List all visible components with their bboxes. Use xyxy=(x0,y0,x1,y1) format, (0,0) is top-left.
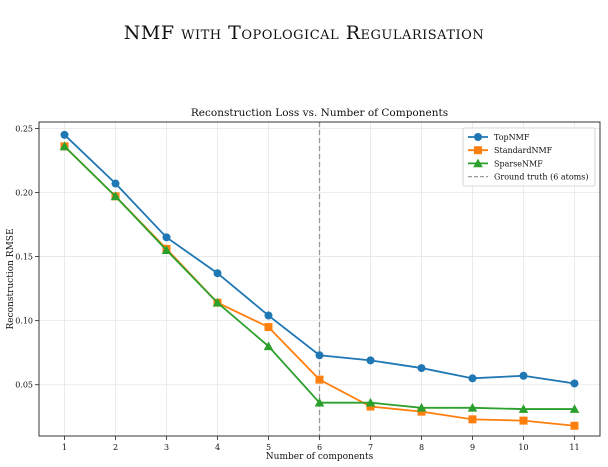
x-tick-label: 7 xyxy=(368,443,373,452)
data-point-topnmf xyxy=(468,374,477,383)
data-point-topnmf xyxy=(519,371,528,380)
y-tick-label: 0.20 xyxy=(15,188,33,197)
data-point-sparsenmf xyxy=(161,245,172,255)
legend-marker xyxy=(474,133,482,141)
x-tick-label: 5 xyxy=(266,443,271,452)
x-tick-label: 2 xyxy=(113,443,118,452)
x-tick-label: 11 xyxy=(569,443,579,452)
legend-box xyxy=(462,127,596,187)
legend-label: Ground truth (6 atoms) xyxy=(494,173,588,182)
x-axis-label: Number of components xyxy=(266,452,374,462)
chart-title: Reconstruction Loss vs. Number of Compon… xyxy=(191,107,448,119)
data-point-topnmf xyxy=(111,179,120,188)
data-point-standardnmf xyxy=(366,402,375,411)
y-tick-label: 0.05 xyxy=(15,381,33,390)
data-point-topnmf xyxy=(60,130,69,139)
data-point-sparsenmf xyxy=(212,297,223,307)
data-point-topnmf xyxy=(315,351,324,360)
data-point-topnmf xyxy=(264,311,273,320)
data-point-topnmf xyxy=(366,356,375,365)
data-point-sparsenmf xyxy=(518,404,529,413)
legend-marker xyxy=(474,146,482,155)
data-point-topnmf xyxy=(162,233,171,242)
data-point-topnmf xyxy=(417,364,426,373)
data-point-standardnmf xyxy=(264,323,273,332)
x-tick-label: 9 xyxy=(470,443,475,452)
data-point-topnmf xyxy=(570,379,579,388)
data-point-standardnmf xyxy=(570,421,579,430)
legend-label: StandardNMF xyxy=(494,146,553,155)
data-point-standardnmf xyxy=(519,416,528,425)
data-point-sparsenmf xyxy=(467,403,478,412)
x-tick-label: 4 xyxy=(215,443,220,452)
x-tick-label: 6 xyxy=(317,443,322,452)
legend-marker xyxy=(473,158,483,168)
data-point-sparsenmf xyxy=(314,397,325,407)
data-point-topnmf xyxy=(213,269,222,278)
x-tick-label: 10 xyxy=(518,443,528,452)
legend-label: TopNMF xyxy=(494,133,530,142)
x-tick-label: 8 xyxy=(419,443,424,452)
data-point-sparsenmf xyxy=(59,141,70,151)
x-tick-label: 3 xyxy=(164,443,169,452)
data-point-standardnmf xyxy=(315,375,324,384)
data-point-standardnmf xyxy=(468,415,477,424)
data-point-sparsenmf xyxy=(263,341,274,351)
y-tick-label: 0.15 xyxy=(15,253,33,262)
x-tick-label: 1 xyxy=(62,443,67,452)
y-axis-label: Reconstruction RMSE xyxy=(6,228,16,329)
y-tick-label: 0.25 xyxy=(15,124,33,133)
data-point-sparsenmf xyxy=(416,403,427,412)
y-tick-label: 0.10 xyxy=(15,317,33,326)
data-point-sparsenmf xyxy=(569,404,580,413)
legend-label: SparseNMF xyxy=(494,159,543,168)
data-point-standardnmf xyxy=(417,407,426,416)
data-point-sparsenmf xyxy=(365,397,376,407)
data-point-sparsenmf xyxy=(110,191,121,201)
page-title: NMF with Topological Regularisation xyxy=(123,22,485,44)
